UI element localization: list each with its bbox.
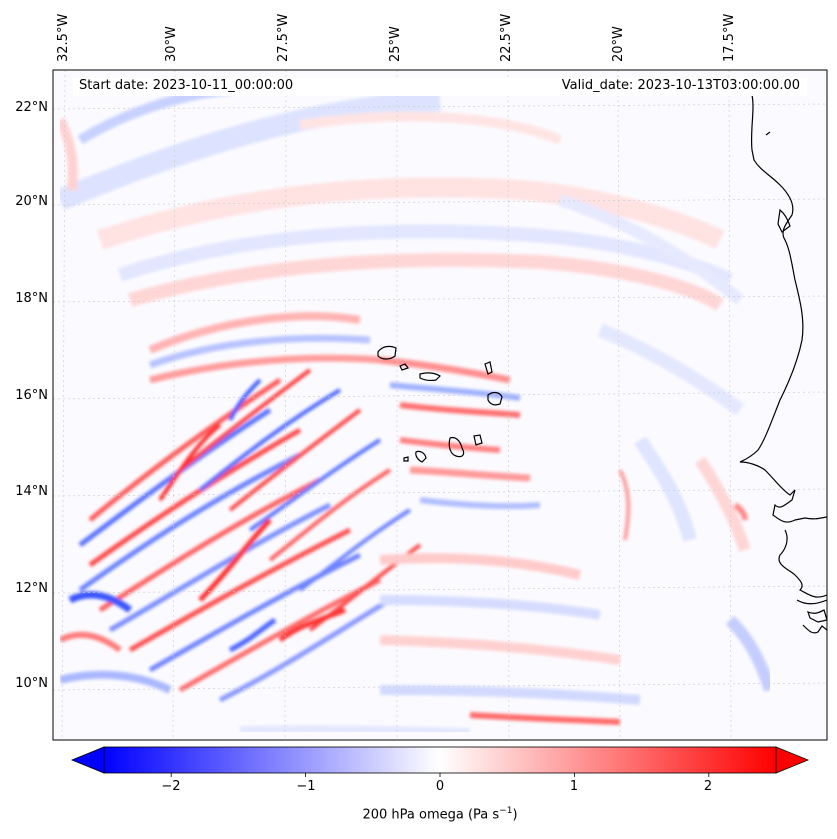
- colorbar-label-close: ): [512, 807, 518, 823]
- graticule: [53, 70, 827, 740]
- colorbar-tick-label: 2: [703, 779, 713, 794]
- date-label-band: [73, 78, 807, 96]
- lon-label: 22.5°W: [499, 13, 514, 62]
- lat-label: 10°N: [15, 676, 48, 691]
- lat-label: 14°N: [15, 484, 48, 499]
- plot-frame: [52, 69, 828, 741]
- colorbar-tick-label: 1: [569, 779, 579, 794]
- colorbar-extend-max: [775, 746, 810, 774]
- lon-label: 27.5°W: [276, 13, 291, 62]
- lon-label: 17.5°W: [722, 13, 737, 62]
- colorbar: [70, 746, 810, 777]
- colorbar-label-unit-exponent: −1: [499, 806, 513, 816]
- colorbar-tick-label: 0: [435, 779, 445, 794]
- lon-label: 30°W: [164, 26, 179, 62]
- colorbar-extend-min: [70, 746, 105, 774]
- lon-label: 32.5°W: [56, 13, 71, 62]
- lat-label: 22°N: [15, 100, 48, 115]
- lat-label: 20°N: [15, 194, 48, 209]
- colorbar-tick-label: −1: [296, 779, 316, 794]
- colorbar-tick-label: −2: [161, 779, 181, 794]
- start-date-label: Start date: 2023-10-11_00:00:00: [79, 78, 294, 93]
- lat-label: 18°N: [15, 291, 48, 306]
- colorbar-label-text: 200 hPa omega (Pa s: [362, 807, 500, 823]
- colorbar-label: 200 hPa omega (Pa s−1): [362, 806, 517, 822]
- lon-label: 20°W: [611, 26, 626, 62]
- colorbar-bar: [103, 746, 777, 774]
- lat-label: 16°N: [15, 388, 48, 403]
- coastline: [377, 94, 827, 634]
- omega-field: [53, 70, 827, 740]
- lat-label: 12°N: [15, 581, 48, 596]
- lon-label: 25°W: [388, 26, 403, 62]
- valid-date-label: Valid_date: 2023-10-13T03:00:00.00: [561, 78, 800, 93]
